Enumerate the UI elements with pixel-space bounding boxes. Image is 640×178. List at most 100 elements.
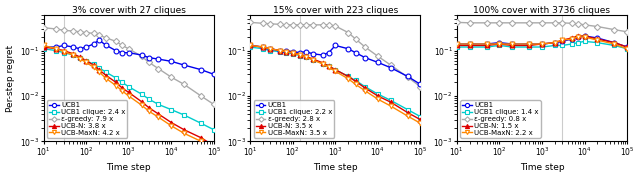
UCB-MaxN: 4.2 x: (700, 0.013): 4.2 x: (700, 0.013) [118,90,126,92]
UCB1 clique: 1.4 x: (500, 0.12): 1.4 x: (500, 0.12) [525,46,533,48]
ε-greedy: 2.8 x: (5e+04, 0.026): 2.8 x: (5e+04, 0.026) [404,76,412,78]
UCB1 [301,51,309,53]
ε-greedy: 7.9 x: (1e+04, 0.026): 7.9 x: (1e+04, 0.026) [168,76,175,78]
Line: UCB-MaxN: 3.5 x: UCB-MaxN: 3.5 x [248,43,423,126]
UCB1 [138,54,145,56]
UCB1 [76,48,83,50]
UCB-N: 1.5 x: (3e+03, 0.17): 1.5 x: (3e+03, 0.17) [559,39,566,41]
UCB1 [559,40,566,42]
ε-greedy: 7.9 x: (20, 0.3): 7.9 x: (20, 0.3) [52,28,60,30]
UCB-MaxN: 4.2 x: (150, 0.043): 4.2 x: (150, 0.043) [90,66,97,68]
UCB-MaxN: 4.2 x: (200, 0.034): 4.2 x: (200, 0.034) [95,71,103,73]
ε-greedy: 7.9 x: (200, 0.22): 7.9 x: (200, 0.22) [95,34,103,36]
UCB1 [525,43,533,45]
Line: UCB-N: 3.8 x: UCB-N: 3.8 x [41,45,216,148]
UCB1 clique: 1.4 x: (1e+03, 0.12): 1.4 x: (1e+03, 0.12) [538,46,546,48]
UCB1 [95,39,103,41]
ε-greedy: 7.9 x: (1e+03, 0.11): 7.9 x: (1e+03, 0.11) [125,48,132,50]
Title: 15% cover with 223 cliques: 15% cover with 223 cliques [273,6,398,15]
UCB-MaxN: 3.5 x: (30, 0.11): 3.5 x: (30, 0.11) [267,48,275,50]
UCB1 [102,44,110,46]
UCB1 [296,52,304,54]
UCB-N: 1.5 x: (20, 0.13): 1.5 x: (20, 0.13) [466,44,474,46]
ε-greedy: 7.9 x: (700, 0.13): 7.9 x: (700, 0.13) [118,44,126,46]
Title: 3% cover with 27 cliques: 3% cover with 27 cliques [72,6,186,15]
UCB1 clique: 2.4 x: (30, 0.09): 2.4 x: (30, 0.09) [60,52,68,54]
UCB1 clique: 1.4 x: (20, 0.12): 1.4 x: (20, 0.12) [466,46,474,48]
UCB1 [276,49,284,52]
UCB1 [466,43,474,45]
UCB-MaxN: 2.2 x: (10, 0.14): 2.2 x: (10, 0.14) [453,43,461,45]
UCB-MaxN: 3.5 x: (2e+03, 0.024): 3.5 x: (2e+03, 0.024) [344,78,352,80]
UCB-N: 1.5 x: (7e+03, 0.21): 1.5 x: (7e+03, 0.21) [574,35,582,37]
UCB-MaxN: 3.5 x: (70, 0.095): 3.5 x: (70, 0.095) [282,51,290,53]
UCB1 [404,75,412,77]
UCB-N: 3.8 x: (1e+04, 0.0026): 3.8 x: (1e+04, 0.0026) [168,121,175,124]
Y-axis label: Per-step regret: Per-step regret [6,45,15,112]
UCB1 clique: 2.4 x: (1e+03, 0.016): 2.4 x: (1e+03, 0.016) [125,86,132,88]
UCB-N: 3.8 x: (70, 0.073): 3.8 x: (70, 0.073) [76,56,83,58]
UCB1 clique: 2.4 x: (200, 0.042): 2.4 x: (200, 0.042) [95,67,103,69]
UCB-N: 3.5 x: (10, 0.13): 3.5 x: (10, 0.13) [246,44,254,46]
UCB1 [352,52,360,54]
UCB-MaxN: 2.2 x: (1e+04, 0.2): 2.2 x: (1e+04, 0.2) [580,36,588,38]
UCB1 [210,73,218,75]
UCB1 clique: 2.4 x: (3e+03, 0.0085): 2.4 x: (3e+03, 0.0085) [145,98,153,100]
Line: ε-greedy: 7.9 x: ε-greedy: 7.9 x [42,25,216,107]
UCB1 [453,43,461,45]
UCB1 clique: 1.4 x: (1e+05, 0.11): 1.4 x: (1e+05, 0.11) [623,48,631,50]
UCB-N: 3.5 x: (20, 0.12): 3.5 x: (20, 0.12) [259,46,267,48]
ε-greedy: 2.8 x: (2e+03, 0.25): 2.8 x: (2e+03, 0.25) [344,32,352,34]
UCB1 clique: 1.4 x: (2e+03, 0.13): 1.4 x: (2e+03, 0.13) [551,44,559,46]
ε-greedy: 0.8 x: (1e+03, 0.41): 0.8 x: (1e+03, 0.41) [538,22,546,24]
UCB1 clique: 2.4 x: (700, 0.02): 2.4 x: (700, 0.02) [118,81,126,83]
UCB-N: 1.5 x: (2e+04, 0.18): 1.5 x: (2e+04, 0.18) [593,38,601,40]
UCB1 clique: 1.4 x: (200, 0.12): 1.4 x: (200, 0.12) [508,46,516,48]
UCB1 clique: 2.2 x: (2e+03, 0.027): 2.2 x: (2e+03, 0.027) [344,75,352,77]
UCB1 clique: 2.2 x: (5e+03, 0.016): 2.2 x: (5e+03, 0.016) [361,86,369,88]
UCB-N: 3.8 x: (20, 0.11): 3.8 x: (20, 0.11) [52,48,60,50]
UCB-MaxN: 4.2 x: (5e+03, 0.0034): 4.2 x: (5e+03, 0.0034) [155,116,163,118]
UCB1 [40,46,47,48]
UCB-MaxN: 3.5 x: (5e+03, 0.013): 3.5 x: (5e+03, 0.013) [361,90,369,92]
UCB-N: 3.5 x: (700, 0.046): 3.5 x: (700, 0.046) [325,65,333,67]
UCB1 [361,57,369,59]
UCB1 [508,43,516,45]
UCB1 [593,37,601,39]
UCB-N: 3.8 x: (2e+03, 0.0075): 3.8 x: (2e+03, 0.0075) [138,101,145,103]
UCB1 [90,43,97,45]
X-axis label: Time step: Time step [106,163,151,172]
Line: UCB1: UCB1 [454,34,630,49]
UCB1 [267,48,275,50]
UCB-MaxN: 4.2 x: (2e+03, 0.0063): 4.2 x: (2e+03, 0.0063) [138,104,145,106]
UCB1 clique: 2.2 x: (500, 0.052): 2.2 x: (500, 0.052) [319,62,326,65]
UCB1 clique: 2.2 x: (2e+04, 0.008): 2.2 x: (2e+04, 0.008) [387,99,394,101]
ε-greedy: 2.8 x: (20, 0.4): 2.8 x: (20, 0.4) [259,22,267,24]
UCB-MaxN: 3.5 x: (1e+04, 0.0085): 3.5 x: (1e+04, 0.0085) [374,98,381,100]
ε-greedy: 7.9 x: (5e+04, 0.01): 7.9 x: (5e+04, 0.01) [197,95,205,97]
ε-greedy: 2.8 x: (700, 0.37): 2.8 x: (700, 0.37) [325,24,333,26]
UCB1 [332,44,339,46]
UCB1 clique: 1.4 x: (5e+04, 0.13): 1.4 x: (5e+04, 0.13) [611,44,618,46]
ε-greedy: 0.8 x: (200, 0.41): 0.8 x: (200, 0.41) [508,22,516,24]
ε-greedy: 0.8 x: (3e+03, 0.41): 0.8 x: (3e+03, 0.41) [559,22,566,24]
ε-greedy: 2.8 x: (500, 0.37): 2.8 x: (500, 0.37) [319,24,326,26]
UCB-MaxN: 4.2 x: (1e+03, 0.01): 4.2 x: (1e+03, 0.01) [125,95,132,97]
ε-greedy: 2.8 x: (150, 0.37): 2.8 x: (150, 0.37) [296,24,304,26]
UCB1 clique: 1.4 x: (10, 0.12): 1.4 x: (10, 0.12) [453,46,461,48]
UCB-MaxN: 3.5 x: (5e+04, 0.0036): 3.5 x: (5e+04, 0.0036) [404,115,412,117]
UCB-N: 1.5 x: (10, 0.13): 1.5 x: (10, 0.13) [453,44,461,46]
UCB1 clique: 2.4 x: (2e+04, 0.0038): 2.4 x: (2e+04, 0.0038) [180,114,188,116]
ε-greedy: 2.8 x: (1e+03, 0.35): 2.8 x: (1e+03, 0.35) [332,25,339,27]
ε-greedy: 0.8 x: (10, 0.42): 0.8 x: (10, 0.42) [453,21,461,23]
X-axis label: Time step: Time step [520,163,564,172]
UCB1 [417,83,424,85]
ε-greedy: 2.8 x: (70, 0.37): 2.8 x: (70, 0.37) [282,24,290,26]
UCB1 clique: 2.4 x: (1e+04, 0.005): 2.4 x: (1e+04, 0.005) [168,109,175,111]
UCB1 clique: 1.4 x: (3e+03, 0.13): 1.4 x: (3e+03, 0.13) [559,44,566,46]
UCB1 clique: 2.2 x: (20, 0.11): 2.2 x: (20, 0.11) [259,48,267,50]
UCB-MaxN: 2.2 x: (1e+03, 0.14): 2.2 x: (1e+03, 0.14) [538,43,546,45]
ε-greedy: 2.8 x: (30, 0.39): 2.8 x: (30, 0.39) [267,23,275,25]
UCB1 [289,51,296,53]
UCB1 [374,61,381,64]
